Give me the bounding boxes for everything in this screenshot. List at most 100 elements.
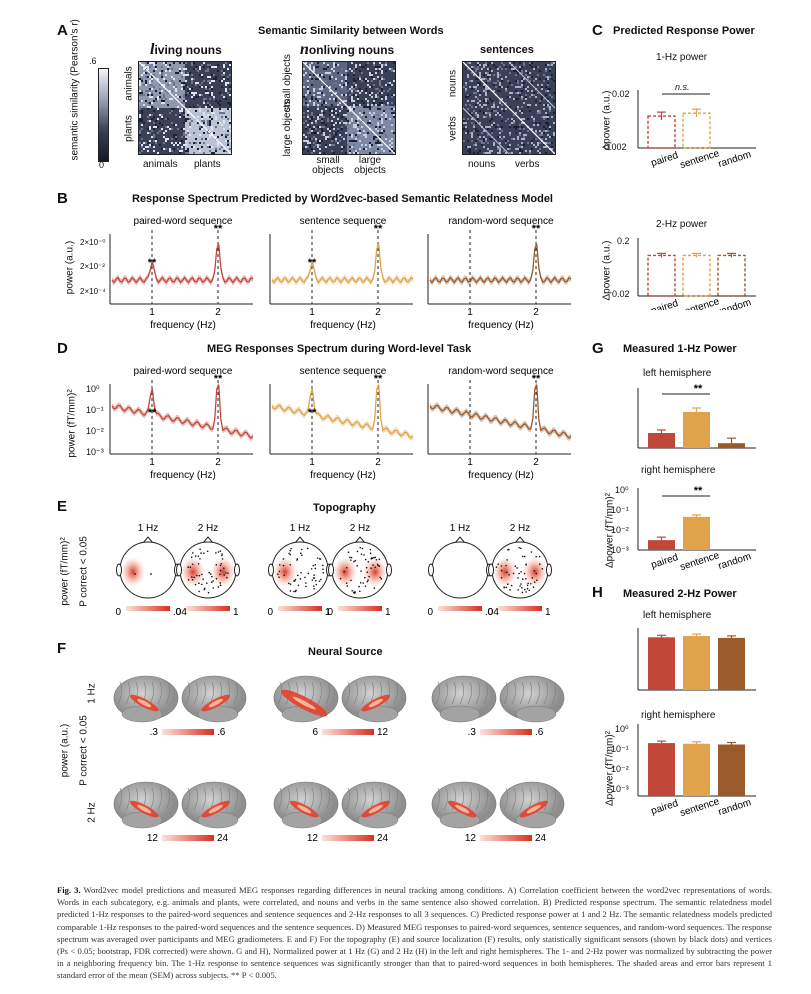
matrix-cell [463,86,465,88]
matrix-cell [499,148,501,150]
matrix-cell [469,148,471,150]
matrix-cell [549,136,551,138]
matrix-cell [479,76,481,78]
matrix-cell [317,140,319,142]
matrix-cell [153,122,155,124]
matrix-cell [325,138,327,140]
matrix-cell [341,74,343,76]
gyrus-line [361,787,366,811]
matrix-cell [369,74,371,76]
matrix-cell [139,108,141,110]
matrix-cell [313,94,315,96]
sensor-dot [313,574,315,576]
matrix-cell [307,88,309,90]
matrix-cell [371,124,373,126]
panel-g-right: right hemisphere [641,465,716,476]
matrix-cell [485,62,487,64]
matrix-cell [339,122,341,124]
matrix-cell [497,152,499,154]
bar-paired [648,433,675,448]
matrix-cell [163,102,165,104]
matrix-cell [345,116,347,118]
matrix-cell [341,88,343,90]
source-scale-min: .3 [468,727,477,738]
gyrus-line [503,787,508,811]
matrix-cell [329,76,331,78]
matrix-cell [207,138,209,140]
matrix-cell [225,62,227,64]
sensor-dot [374,556,377,559]
sensor-dot [315,579,317,582]
matrix-cell [209,104,211,106]
matrix-cell [195,82,197,84]
matrix-cell [325,86,327,88]
matrix-cell [545,146,547,148]
nonliving-x1: small objects [312,155,344,176]
matrix-cell [545,122,547,124]
matrix-cell [515,86,517,88]
matrix-cell [185,118,187,120]
matrix-cell [345,78,347,80]
matrix-cell [201,126,203,128]
matrix-cell [319,100,321,102]
sensor-dot [190,556,193,559]
matrix-cell [169,150,171,152]
matrix-cell [467,132,469,134]
matrix-cell [303,82,305,84]
sensor-dot [528,589,531,592]
panel-h-title: Measured 2-Hz Power [623,588,737,600]
matrix-cell [375,78,377,80]
matrix-cell [499,152,501,154]
matrix-cell [313,150,315,152]
source-scale-max: 12 [377,727,389,738]
matrix-cell [493,110,495,112]
matrix-cell [355,68,357,70]
sensor-dot [320,578,322,581]
matrix-cell [385,70,387,72]
bar-label: sentence [679,550,721,573]
matrix-cell [165,140,167,142]
matrix-cell [165,118,167,120]
matrix-cell [149,146,151,148]
head-ear [116,563,122,577]
matrix-cell [213,98,215,100]
matrix-cell [355,124,357,126]
matrix-cell [355,120,357,122]
matrix-cell [189,88,191,90]
matrix-cell [481,140,483,142]
matrix-cell [335,92,337,94]
matrix-cell [521,118,523,120]
matrix-cell [501,108,503,110]
matrix-cell [211,132,213,134]
matrix-cell [331,76,333,78]
sensor-dot [282,558,285,560]
matrix-cell [221,80,223,82]
matrix-cell [141,146,143,148]
sensor-dot [304,576,306,579]
matrix-cell [171,98,173,100]
matrix-cell [507,140,509,142]
sensor-dot [350,559,352,561]
matrix-cell [357,150,359,152]
matrix-cell [307,132,309,134]
matrix-cell [547,114,549,116]
matrix-cell [189,92,191,94]
matrix-cell [335,112,337,114]
matrix-cell [553,80,555,82]
sensor-dot [358,585,360,588]
matrix-cell [533,120,535,122]
spectrum-line [429,243,572,284]
matrix-cell [211,108,213,110]
matrix-cell [525,74,527,76]
matrix-cell [171,68,173,70]
matrix-cell [351,136,353,138]
matrix-cell [539,148,541,150]
matrix-cell [187,86,189,88]
matrix-cell [325,72,327,74]
sensor-dot [283,574,286,577]
x-tick-1: 1 [467,457,473,468]
gyrus-line [551,681,556,705]
matrix-cell [527,86,529,88]
matrix-cell [309,84,311,86]
matrix-cell [359,110,361,112]
